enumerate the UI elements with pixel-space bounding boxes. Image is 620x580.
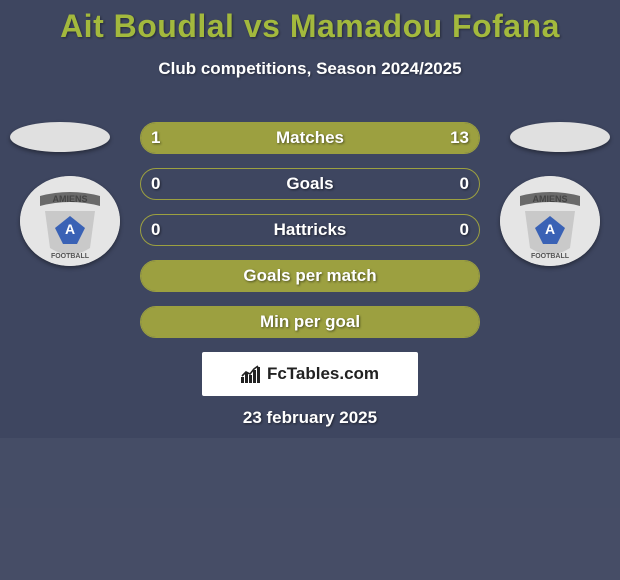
lower-overlay bbox=[0, 438, 620, 580]
club-right-logo: AMIENS A FOOTBALL bbox=[500, 176, 600, 266]
brand-box: FcTables.com bbox=[202, 352, 418, 396]
svg-text:FOOTBALL: FOOTBALL bbox=[51, 253, 90, 260]
stat-row: 00Goals bbox=[140, 168, 480, 200]
brand-chart-icon bbox=[241, 365, 263, 383]
svg-text:A: A bbox=[65, 221, 75, 237]
brand-text: FcTables.com bbox=[267, 364, 379, 384]
svg-text:AMIENS: AMIENS bbox=[52, 194, 87, 204]
stat-label: Goals per match bbox=[141, 261, 479, 291]
club-left-logo: AMIENS A FOOTBALL bbox=[20, 176, 120, 266]
date-label: 23 february 2025 bbox=[0, 408, 620, 428]
stat-row: 113Matches bbox=[140, 122, 480, 154]
subtitle: Club competitions, Season 2024/2025 bbox=[0, 59, 620, 79]
stat-label: Matches bbox=[141, 123, 479, 153]
svg-text:AMIENS: AMIENS bbox=[532, 194, 567, 204]
stat-row: Goals per match bbox=[140, 260, 480, 292]
stat-label: Goals bbox=[141, 169, 479, 199]
page-title: Ait Boudlal vs Mamadou Fofana bbox=[0, 0, 620, 45]
stat-row: 00Hattricks bbox=[140, 214, 480, 246]
svg-text:A: A bbox=[545, 221, 555, 237]
player-right-avatar bbox=[510, 122, 610, 152]
player-left-avatar bbox=[10, 122, 110, 152]
stats-bars: 113Matches 00Goals 00Hattricks Goals per ma… bbox=[140, 122, 480, 352]
stat-row: Min per goal bbox=[140, 306, 480, 338]
stat-label: Hattricks bbox=[141, 215, 479, 245]
svg-text:FOOTBALL: FOOTBALL bbox=[531, 253, 570, 260]
stat-label: Min per goal bbox=[141, 307, 479, 337]
